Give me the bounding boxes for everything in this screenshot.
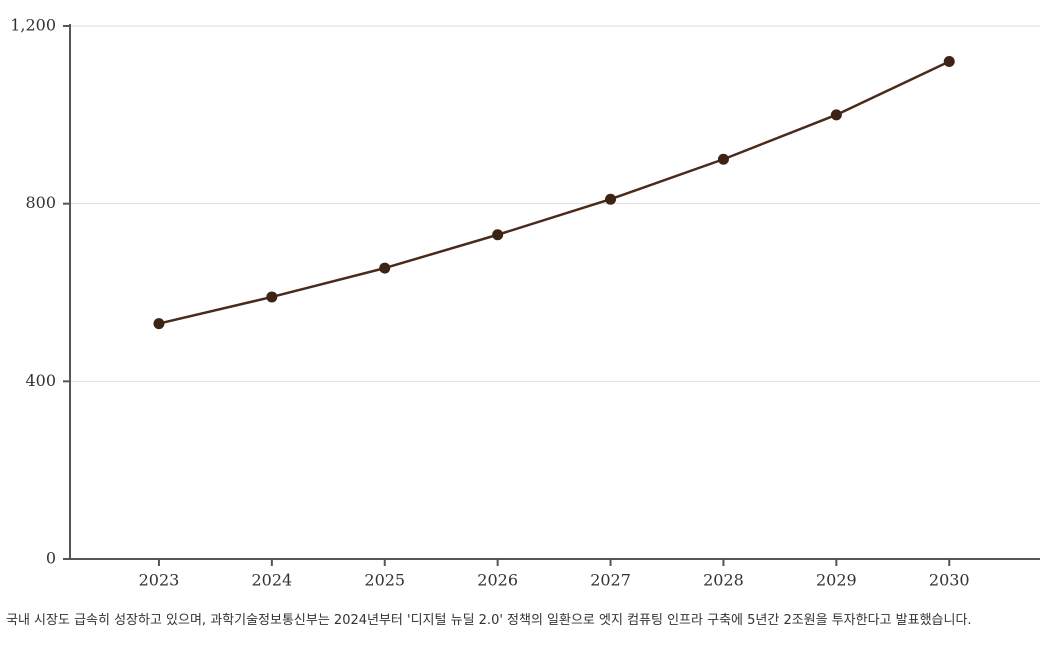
data-point bbox=[717, 153, 729, 165]
data-point bbox=[943, 56, 955, 68]
x-tick-label: 2023 bbox=[139, 571, 180, 590]
y-tick-label: 0 bbox=[46, 549, 56, 568]
x-tick-label: 2029 bbox=[816, 571, 857, 590]
y-tick-label: 1,200 bbox=[10, 16, 56, 35]
data-line bbox=[158, 60, 950, 325]
data-point bbox=[605, 193, 617, 205]
x-tick-label: 2025 bbox=[364, 571, 405, 590]
data-point bbox=[266, 291, 278, 303]
data-point bbox=[153, 318, 165, 330]
chart: 0 400 800 1,200 2023 2024 2025 2026 2027 2028 2029… bbox=[10, 16, 1040, 590]
x-tick-label: 2024 bbox=[251, 571, 292, 590]
data-point bbox=[830, 109, 842, 121]
y-tick-label: 400 bbox=[25, 371, 56, 390]
data-point bbox=[492, 229, 504, 241]
x-tick-label: 2027 bbox=[590, 571, 631, 590]
y-tick-label: 800 bbox=[25, 193, 56, 212]
x-tick-label: 2028 bbox=[703, 571, 744, 590]
caption: 국내 시장도 급속히 성장하고 있으며, 과학기술정보통신부는 2024년부터 … bbox=[6, 613, 972, 628]
data-point bbox=[379, 262, 391, 274]
x-tick-label: 2030 bbox=[929, 571, 970, 590]
x-tick-label: 2026 bbox=[477, 571, 518, 590]
